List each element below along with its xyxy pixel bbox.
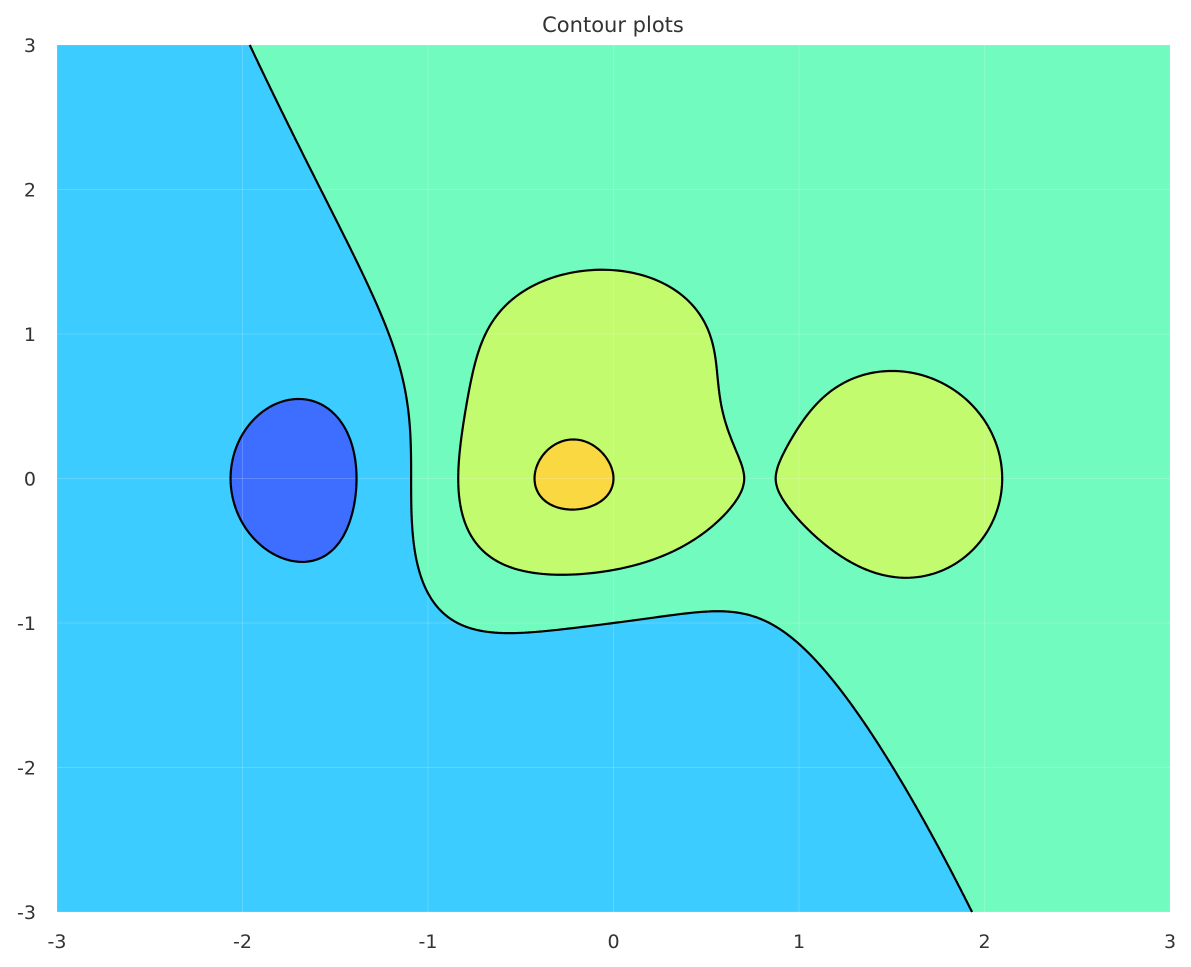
y-tick-label: -2 xyxy=(17,758,36,780)
x-tick-label: 3 xyxy=(1164,931,1176,953)
x-tick-label: 0 xyxy=(607,931,619,953)
plot-area xyxy=(56,44,1171,913)
contour-line xyxy=(533,438,615,511)
x-tick-label: -2 xyxy=(233,931,252,953)
y-tick-label: 1 xyxy=(24,324,36,346)
y-tick-label: -1 xyxy=(17,613,36,635)
x-axis: -3 -2 -1 0 1 2 3 xyxy=(48,931,1177,953)
x-tick-label: -1 xyxy=(419,931,438,953)
y-tick-label: 0 xyxy=(24,469,36,491)
x-tick-label: 2 xyxy=(978,931,990,953)
chart-title: Contour plots xyxy=(542,13,684,37)
contour-line xyxy=(457,268,1004,579)
x-tick-label: -3 xyxy=(48,931,67,953)
y-tick-label: 3 xyxy=(24,35,36,57)
contour-line xyxy=(248,44,974,913)
contour-line xyxy=(229,397,358,564)
y-tick-label: -3 xyxy=(17,902,36,924)
y-tick-label: 2 xyxy=(24,180,36,202)
x-tick-label: 1 xyxy=(793,931,805,953)
y-axis: 3 2 1 0 -1 -2 -3 xyxy=(17,35,36,924)
